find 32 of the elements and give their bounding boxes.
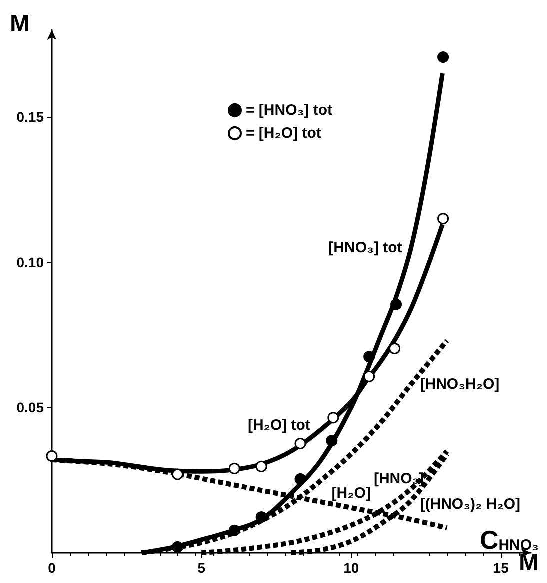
x-tick-label: 10 — [344, 560, 360, 576]
point — [172, 468, 184, 480]
point — [326, 435, 338, 447]
legend-label: = [H₂O] tot — [246, 125, 322, 142]
point — [172, 541, 184, 553]
y-tick-label: 0.15 — [16, 109, 44, 126]
point — [256, 512, 268, 524]
point — [46, 450, 58, 462]
x-tick-label: 5 — [198, 560, 206, 576]
point — [294, 438, 306, 450]
legend-label: = [HNO₃] tot — [246, 102, 333, 119]
point — [256, 460, 268, 472]
series-label: [H₂O] — [332, 484, 371, 502]
point — [228, 462, 240, 474]
series-label: [HNO₃H₂O] — [420, 376, 500, 393]
y-axis-title: M — [10, 10, 30, 38]
series-label: [HNO₃] tot — [328, 239, 402, 256]
point — [389, 342, 401, 354]
point — [328, 412, 340, 424]
point — [364, 370, 376, 382]
point — [364, 351, 376, 363]
y-tick-label: 0.10 — [16, 254, 44, 270]
point — [294, 473, 306, 485]
point — [390, 298, 402, 310]
point — [228, 524, 240, 536]
series-label: [H₂O] tot — [248, 417, 310, 434]
point — [438, 52, 450, 64]
x-tick-label: 15 — [493, 560, 510, 576]
point — [438, 213, 450, 225]
y-tick-label: 0.05 — [16, 400, 44, 416]
series-label: [(HNO₃)₂ H₂O] — [420, 496, 520, 514]
x-tick-label: 0 — [48, 560, 56, 576]
